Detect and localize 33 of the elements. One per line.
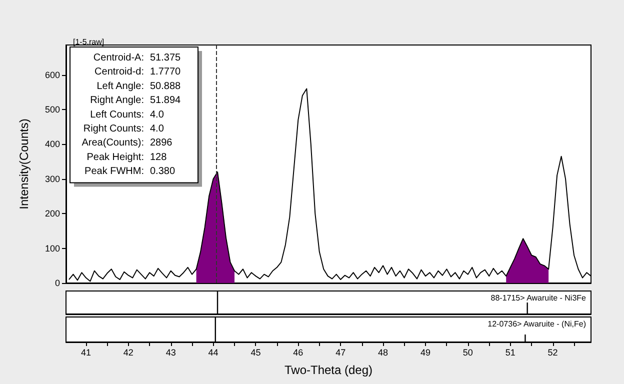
x-tick-label: 46: [293, 348, 304, 358]
chart-title: [1-5.raw]: [73, 38, 104, 46]
x-tick-label: 42: [123, 348, 134, 358]
x-tick-label: 51: [505, 348, 516, 358]
x-axis-title: Two-Theta (deg): [284, 363, 373, 377]
y-tick-label: 500: [44, 104, 60, 115]
x-tick-label: 48: [378, 348, 388, 358]
annotation: Right Counts: 4.0: [83, 124, 164, 134]
y-axis-title: Intensity(Counts): [17, 118, 31, 210]
y-tick-label: 100: [44, 243, 60, 254]
y-tick-label: 200: [44, 208, 60, 219]
y-tick-label: 300: [44, 174, 60, 184]
annotation: 12-0736> Awaruite - (Ni,Fe): [488, 320, 586, 328]
annotation: Left Angle: 50.888: [96, 80, 182, 92]
y-tick-label: 600: [44, 70, 60, 80]
annotation: Centroid-A: 51.375: [93, 52, 182, 64]
x-tick-label: 45: [250, 348, 261, 358]
x-tick-label: 52: [548, 348, 558, 358]
annotation: Peak FWHM: 0.380: [84, 166, 176, 178]
y-tick-label: 0: [54, 278, 60, 288]
x-tick-label: 43: [166, 348, 176, 358]
annotation: Centroid-d: 1.7770: [94, 66, 182, 78]
x-tick-label: 49: [420, 348, 430, 358]
annotation: Area(Counts): 2896: [82, 138, 173, 149]
annotation: 88-1715> Awaruite - Ni3Fe: [490, 294, 587, 302]
y-tick-label: 400: [44, 139, 60, 150]
x-tick-label: 44: [208, 348, 218, 358]
annotation: Right Angle: 51.894: [90, 95, 182, 106]
x-tick-label: 41: [80, 348, 91, 358]
annotation: Peak Height: 128: [86, 152, 168, 163]
annotation: Left Counts: 4.0: [90, 109, 164, 120]
x-tick-label: 50: [462, 348, 473, 358]
x-tick-label: 47: [336, 348, 346, 358]
